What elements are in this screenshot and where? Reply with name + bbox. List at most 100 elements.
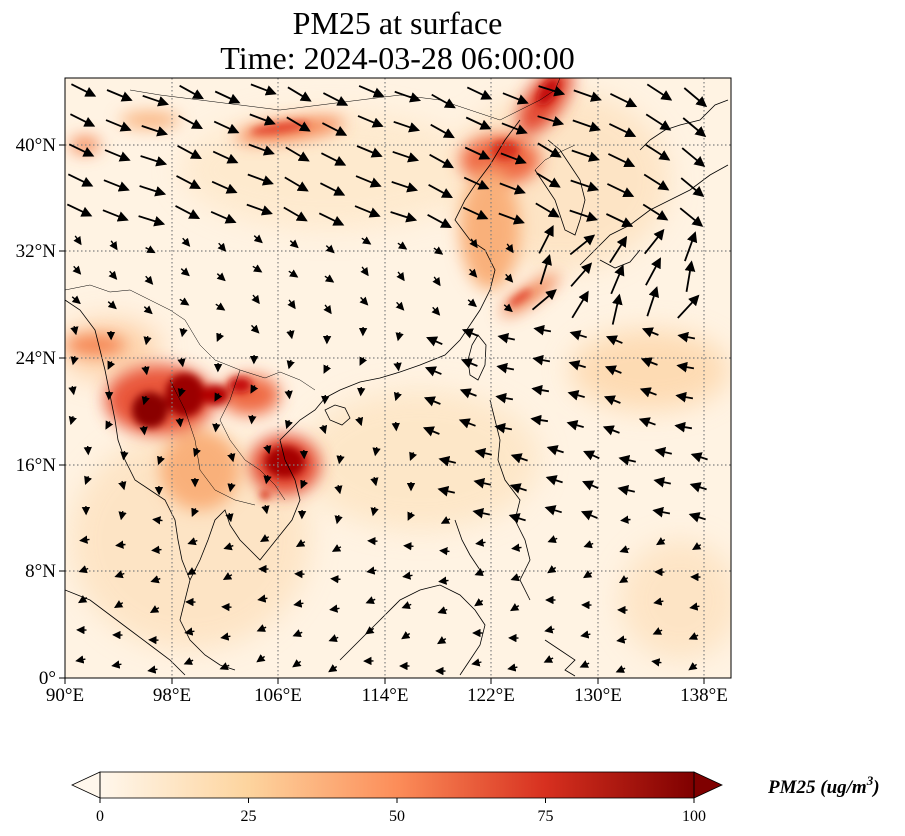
wind-arrow — [432, 276, 441, 287]
wind-arrow — [641, 327, 659, 338]
wind-arrow — [422, 426, 440, 437]
wind-arrow — [263, 444, 272, 455]
wind-arrow — [497, 332, 515, 344]
wind-arrow — [464, 146, 491, 160]
wind-arrow — [223, 542, 234, 551]
wind-arrow — [105, 119, 132, 132]
wind-arrow — [141, 395, 150, 406]
wind-arrow — [461, 328, 479, 339]
wind-arrow — [401, 631, 411, 640]
wind-arrow — [227, 452, 236, 463]
wind-arrow — [252, 264, 263, 273]
wind-arrow — [287, 299, 296, 310]
wind-arrow — [530, 414, 549, 426]
wind-arrow — [107, 300, 117, 310]
wind-arrow — [544, 505, 562, 516]
wind-arrow — [288, 269, 299, 278]
wind-arrow — [249, 113, 276, 126]
wind-arrow — [609, 235, 628, 264]
wind-arrow — [496, 362, 515, 374]
wind-arrow — [572, 119, 601, 132]
wind-arrow — [620, 515, 631, 524]
wind-arrow — [359, 356, 368, 366]
wind-arrow — [366, 566, 377, 575]
wind-arrow — [118, 480, 127, 491]
wind-arrow — [365, 626, 375, 635]
wind-arrow — [149, 605, 160, 614]
wind-arrow — [216, 332, 225, 342]
wind-arrow — [360, 266, 369, 277]
wind-arrow — [183, 657, 194, 665]
wind-arrow — [505, 243, 514, 254]
wind-arrow — [329, 604, 340, 613]
gridlines — [65, 78, 731, 678]
wind-arrow — [643, 228, 665, 255]
wind-arrow — [654, 446, 672, 458]
wind-arrow — [472, 507, 490, 519]
wind-arrow — [284, 389, 293, 400]
lon-tick-label: 122°E — [467, 685, 515, 706]
wind-arrow — [68, 415, 77, 426]
wind-arrow — [583, 540, 594, 549]
wind-arrow — [618, 454, 637, 466]
wind-arrow — [286, 116, 311, 132]
wind-arrow — [217, 242, 227, 252]
wind-arrow — [286, 359, 295, 370]
wind-arrow — [651, 658, 662, 667]
wind-arrow — [103, 179, 130, 192]
wind-arrow — [175, 205, 201, 219]
wind-arrow — [322, 92, 349, 106]
wind-arrow — [646, 286, 659, 317]
wind-arrow — [395, 331, 404, 342]
wind-arrow — [682, 117, 707, 138]
wind-arrow — [261, 504, 270, 515]
wind-arrow — [355, 416, 364, 427]
wind-arrow — [498, 212, 525, 225]
wind-arrow — [509, 483, 527, 494]
wind-arrow — [531, 289, 557, 311]
wind-arrow — [569, 209, 599, 222]
wind-arrow — [502, 92, 529, 105]
wind-arrow — [582, 480, 599, 491]
wind-arrow — [323, 304, 332, 315]
wind-arrow — [179, 84, 204, 100]
wind-arrow — [583, 450, 600, 461]
wind-arrow — [184, 627, 195, 636]
wind-arrow — [358, 85, 385, 98]
wind-arrow — [320, 152, 347, 166]
coast-myanmar — [65, 299, 191, 581]
wind-arrow — [391, 181, 419, 193]
wind-arrow — [147, 665, 158, 674]
wind-arrow — [336, 454, 345, 465]
wind-arrow — [407, 511, 416, 521]
wind-arrow — [260, 534, 270, 543]
wind-arrow — [284, 176, 309, 192]
wind-arrow — [653, 597, 664, 606]
wind-arrow — [463, 176, 490, 190]
wind-arrow — [475, 538, 486, 547]
wind-arrow — [215, 302, 226, 311]
wind-arrow — [602, 425, 620, 436]
colorbar-gradient — [100, 772, 694, 798]
wind-arrow — [138, 215, 166, 227]
wind-arrow — [437, 485, 456, 497]
wind-arrow — [546, 445, 564, 456]
wind-arrow — [354, 205, 381, 218]
wind-arrow — [115, 540, 126, 549]
wind-arrow — [75, 655, 86, 664]
wind-arrow — [293, 599, 304, 608]
wind-arrow — [569, 330, 587, 341]
wind-arrow — [394, 90, 421, 103]
wind-arrow — [72, 265, 82, 275]
coast-taiwan — [467, 334, 487, 381]
wind-arrow — [510, 573, 521, 582]
wind-arrow — [331, 544, 342, 552]
wind-arrow — [152, 516, 163, 525]
coast-borneo — [339, 584, 486, 676]
wind-arrow — [438, 576, 449, 585]
wind-arrow — [106, 89, 133, 102]
wind-arrow — [157, 455, 165, 466]
wind-arrow — [644, 143, 671, 161]
wind-arrow — [573, 89, 602, 102]
